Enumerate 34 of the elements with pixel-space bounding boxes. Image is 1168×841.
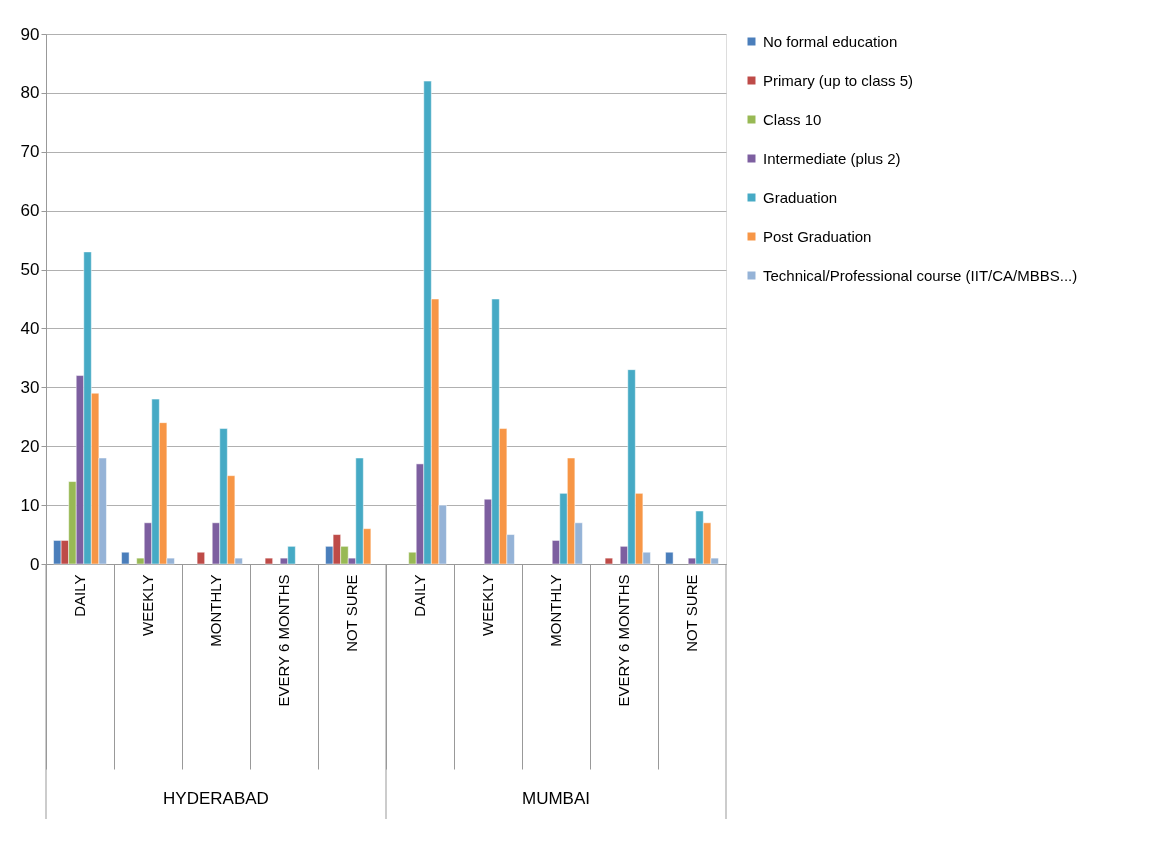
- x-tick-label: EVERY 6 MONTHS: [275, 574, 292, 707]
- x-tick-label: WEEKLY: [139, 574, 156, 636]
- x-tick-label: DAILY: [71, 574, 88, 617]
- x-tick-label: NOT SURE: [343, 574, 360, 652]
- legend-label: Graduation: [763, 188, 838, 206]
- y-tick-label: 80: [20, 83, 40, 103]
- y-tick-label: 0: [30, 554, 40, 574]
- bar: [196, 551, 205, 565]
- y-tick-label: 60: [20, 201, 40, 221]
- y-tick-label: 10: [20, 495, 40, 515]
- y-tick-label: 50: [20, 260, 40, 280]
- text: HYDERABAD: [163, 789, 269, 808]
- y-tick-label: 70: [20, 142, 40, 162]
- legend-label: Technical/Professional course (IIT/CA/MBBS...): [763, 266, 1078, 284]
- bar: [264, 557, 273, 565]
- legend-label: Class 10: [763, 110, 822, 128]
- x-tick-label: NOT SURE: [683, 574, 700, 652]
- legend-label: No formal education: [763, 32, 898, 50]
- y-tick-label: 90: [20, 24, 40, 44]
- x-tick-label: MONTHLY: [207, 574, 224, 647]
- x-tick-label: EVERY 6 MONTHS: [615, 574, 632, 707]
- bar: [121, 551, 130, 565]
- x-tick-label: MONTHLY: [547, 574, 564, 647]
- bar: [665, 551, 674, 565]
- legend-label: Primary (up to class 5): [763, 71, 914, 89]
- y-tick-label: 40: [20, 318, 40, 338]
- legend-label: Intermediate (plus 2): [763, 149, 901, 167]
- x-tick-label: WEEKLY: [479, 574, 496, 636]
- x-tick-label: DAILY: [411, 574, 428, 617]
- text: MUMBAI: [522, 789, 590, 808]
- y-tick-label: 20: [20, 436, 40, 456]
- legend-label: Post Graduation: [763, 227, 872, 245]
- y-tick-label: 30: [20, 377, 40, 397]
- bar: [604, 557, 613, 565]
